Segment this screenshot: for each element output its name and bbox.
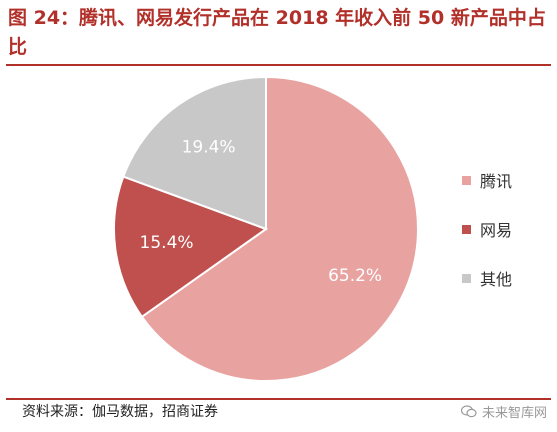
source-note: 资料来源：伽马数据，招商证券 bbox=[22, 404, 218, 420]
chart-title: 图 24：腾讯、网易发行产品在 2018 年收入前 50 新产品中占比 bbox=[8, 7, 546, 58]
wechat-icon bbox=[460, 405, 477, 418]
legend-label-tencent: 腾讯 bbox=[480, 172, 513, 191]
pie-label-netease: 15.4% bbox=[140, 233, 194, 253]
pie-label-other: 19.4% bbox=[182, 138, 236, 158]
legend-label-netease: 网易 bbox=[480, 221, 513, 240]
legend-swatch-netease bbox=[462, 224, 471, 234]
pie-slice-netease bbox=[113, 175, 269, 319]
legend-item-other: 其他 bbox=[462, 266, 512, 290]
pie-slice-other bbox=[122, 75, 267, 231]
legend-swatch-other bbox=[462, 273, 471, 283]
watermark-text: 未来智库网 bbox=[481, 406, 547, 421]
legend-label-other: 其他 bbox=[480, 270, 513, 289]
watermark: 未来智库网 bbox=[460, 402, 547, 421]
pie-slice-tencent bbox=[140, 75, 419, 382]
title-divider bbox=[6, 64, 551, 66]
legend-item-netease: 网易 bbox=[462, 217, 512, 241]
pie-slices bbox=[113, 75, 419, 382]
legend-item-tencent: 腾讯 bbox=[462, 168, 512, 192]
pie-labels: 65.2% 15.4% 19.4% bbox=[140, 138, 383, 286]
source-divider bbox=[6, 398, 551, 400]
legend-swatch-tencent bbox=[462, 175, 471, 185]
pie-label-tencent: 65.2% bbox=[328, 266, 382, 286]
